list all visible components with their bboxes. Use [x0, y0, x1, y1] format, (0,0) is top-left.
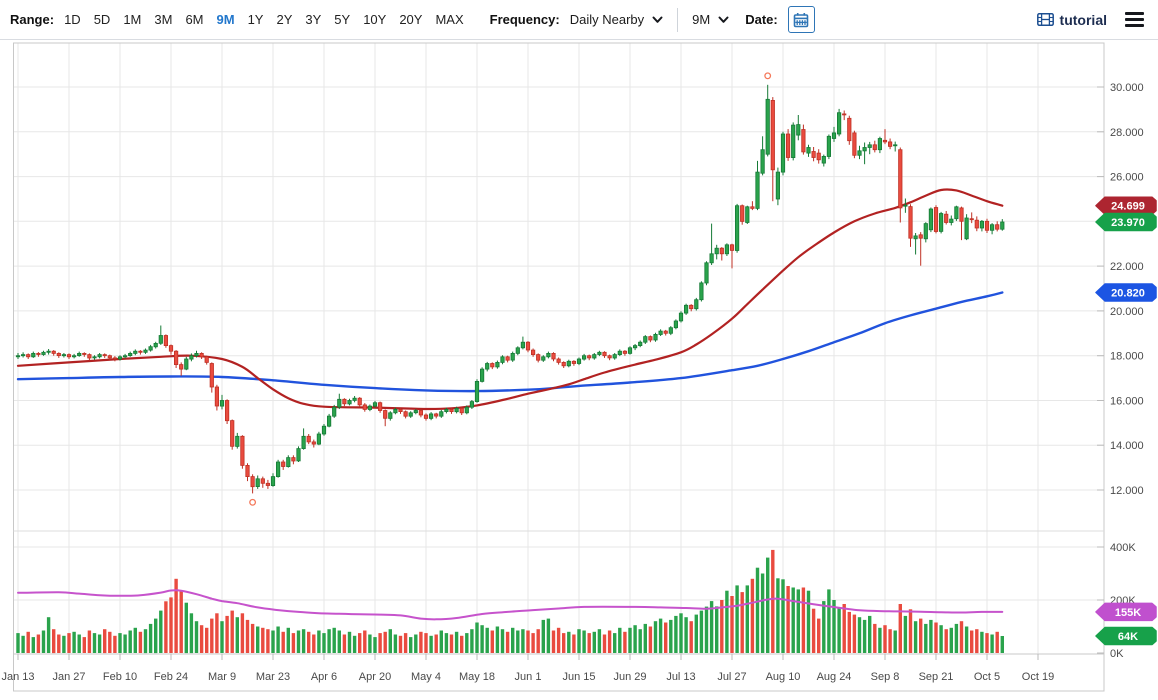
range-option-1d[interactable]: 1D — [64, 12, 81, 27]
swing-low-marker — [249, 498, 257, 506]
range-option-1m[interactable]: 1M — [123, 12, 142, 27]
tutorial-label: tutorial — [1059, 11, 1107, 28]
range-option-1y[interactable]: 1Y — [247, 12, 264, 27]
svg-text:Feb 24: Feb 24 — [154, 671, 188, 683]
ma-fast-line — [16, 188, 1004, 411]
svg-text:Sep 8: Sep 8 — [871, 671, 900, 683]
svg-text:18.000: 18.000 — [1110, 351, 1144, 363]
tutorial-link[interactable]: tutorial — [1036, 11, 1107, 28]
svg-text:Jun 15: Jun 15 — [562, 671, 595, 683]
date-axis-labels: Jan 13 Jan 27 Feb 10 Feb 24 Mar 9 Mar 23 Apr 6… — [1, 654, 1054, 683]
svg-text:20.820: 20.820 — [1111, 288, 1145, 300]
calendar-icon — [793, 12, 809, 28]
svg-text:24.699: 24.699 — [1111, 201, 1145, 213]
range-label: Range: — [10, 12, 55, 27]
svg-text:14.000: 14.000 — [1110, 440, 1144, 452]
candles-layer — [15, 84, 1005, 494]
frequency-value: Daily Nearby — [569, 12, 645, 27]
svg-text:28.000: 28.000 — [1110, 127, 1144, 139]
grid-layer — [13, 43, 1104, 654]
toolbar-divider — [677, 7, 679, 32]
range-option-3y[interactable]: 3Y — [305, 12, 322, 27]
range-option-9m[interactable]: 9M — [216, 12, 235, 27]
svg-text:Apr 20: Apr 20 — [359, 671, 391, 683]
svg-text:Sep 21: Sep 21 — [919, 671, 954, 683]
period-value: 9M — [692, 12, 711, 27]
range-option-6m[interactable]: 6M — [185, 12, 204, 27]
period-dropdown[interactable]: 9M — [692, 12, 729, 27]
range-option-2y[interactable]: 2Y — [276, 12, 293, 27]
range-option-max[interactable]: MAX — [435, 12, 464, 27]
range-option-3m[interactable]: 3M — [154, 12, 173, 27]
swing-high-marker — [764, 72, 772, 80]
volume-badge: 155K — [1095, 602, 1157, 622]
svg-text:Jun 1: Jun 1 — [515, 671, 542, 683]
range-selector: 1D 5D 1M 3M 6M 9M 1Y 2Y 3Y 5Y 10Y 20Y MAX — [64, 12, 464, 27]
svg-text:400K: 400K — [1110, 542, 1136, 554]
svg-text:Jan 27: Jan 27 — [52, 671, 85, 683]
svg-text:Aug 24: Aug 24 — [817, 671, 852, 683]
svg-text:23.970: 23.970 — [1111, 217, 1145, 229]
chevron-down-icon — [718, 16, 729, 24]
volume-badge: 64K — [1095, 626, 1157, 646]
svg-text:Oct 5: Oct 5 — [974, 671, 1000, 683]
svg-text:26.000: 26.000 — [1110, 172, 1144, 184]
swing-markers — [249, 72, 772, 506]
svg-text:Apr 6: Apr 6 — [311, 671, 337, 683]
film-icon — [1036, 13, 1054, 26]
price-axis-labels: 30.00028.00026.00024.00022.00020.00018.0… — [1097, 82, 1144, 497]
svg-text:22.000: 22.000 — [1110, 261, 1144, 273]
chevron-down-icon — [652, 16, 663, 24]
svg-text:155K: 155K — [1115, 607, 1141, 619]
svg-text:12.000: 12.000 — [1110, 485, 1144, 497]
svg-text:Aug 10: Aug 10 — [766, 671, 801, 683]
svg-text:64K: 64K — [1118, 631, 1138, 643]
svg-text:Mar 9: Mar 9 — [208, 671, 236, 683]
range-option-10y[interactable]: 10Y — [363, 12, 387, 27]
svg-text:Jun 29: Jun 29 — [613, 671, 646, 683]
svg-text:Jan 13: Jan 13 — [1, 671, 34, 683]
svg-text:Jul 13: Jul 13 — [666, 671, 695, 683]
volume-ma-line — [17, 589, 1004, 621]
range-option-20y[interactable]: 20Y — [399, 12, 423, 27]
date-label: Date: — [745, 12, 778, 27]
range-option-5y[interactable]: 5Y — [334, 12, 351, 27]
svg-text:May 4: May 4 — [411, 671, 441, 683]
menu-icon[interactable] — [1125, 12, 1144, 27]
plot-border — [13, 42, 1105, 692]
range-option-5d[interactable]: 5D — [93, 12, 111, 27]
svg-text:20.000: 20.000 — [1110, 306, 1144, 318]
svg-text:Feb 10: Feb 10 — [103, 671, 137, 683]
svg-text:Jul 27: Jul 27 — [717, 671, 746, 683]
ma-slow-line — [16, 291, 1004, 393]
svg-text:0K: 0K — [1110, 648, 1124, 660]
price-badge: 23.970 — [1095, 212, 1157, 232]
chart-toolbar: Range: 1D 5D 1M 3M 6M 9M 1Y 2Y 3Y 5Y 10Y 20Y MAX Fre… — [0, 0, 1158, 40]
svg-text:May 18: May 18 — [459, 671, 495, 683]
price-badge: 24.699 — [1095, 196, 1157, 215]
value-badges: 24.699 23.970 20.820 155K 64K — [1095, 196, 1157, 646]
frequency-dropdown[interactable]: Daily Nearby — [570, 12, 663, 27]
frequency-label: Frequency: — [489, 12, 560, 27]
svg-text:16.000: 16.000 — [1110, 396, 1144, 408]
volume-bars-layer — [16, 549, 1004, 654]
svg-text:30.000: 30.000 — [1110, 82, 1144, 94]
price-badge: 20.820 — [1095, 283, 1157, 302]
date-picker-button[interactable] — [787, 6, 815, 33]
svg-text:Oct 19: Oct 19 — [1022, 671, 1054, 683]
svg-text:Mar 23: Mar 23 — [256, 671, 290, 683]
